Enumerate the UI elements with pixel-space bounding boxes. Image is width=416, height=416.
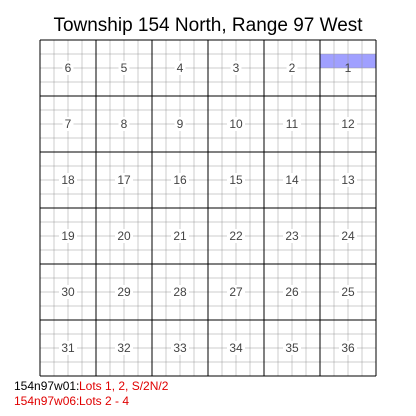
- section-label: 10: [229, 117, 243, 131]
- section-label: 7: [65, 117, 72, 131]
- section-label-bg: [283, 117, 301, 131]
- section-label: 20: [117, 229, 131, 243]
- section-label-bg: [339, 117, 357, 131]
- section-label-bg: [283, 341, 301, 355]
- section-label-bg: [283, 229, 301, 243]
- note-key: 154n97w01:: [14, 379, 80, 393]
- section-label: 13: [341, 173, 355, 187]
- section-label: 25: [341, 285, 355, 299]
- section-label: 2: [289, 61, 296, 75]
- section-label-bg: [115, 173, 133, 187]
- section-label: 6: [65, 61, 72, 75]
- section-label: 24: [341, 229, 355, 243]
- section-label-bg: [339, 285, 357, 299]
- section-label-bg: [174, 117, 186, 131]
- section-label-bg: [227, 285, 245, 299]
- section-label-bg: [339, 173, 357, 187]
- section-label-bg: [171, 285, 189, 299]
- section-label: 12: [341, 117, 355, 131]
- section-label: 36: [341, 341, 355, 355]
- section-label: 28: [173, 285, 187, 299]
- section-label: 22: [229, 229, 243, 243]
- section-label-bg: [115, 285, 133, 299]
- section-label: 35: [285, 341, 299, 355]
- section-label: 3: [233, 61, 240, 75]
- section-label: 27: [229, 285, 243, 299]
- section-label-bg: [59, 173, 77, 187]
- section-label: 26: [285, 285, 299, 299]
- section-label-bg: [171, 229, 189, 243]
- section-label-bg: [115, 341, 133, 355]
- section-label: 31: [61, 341, 75, 355]
- section-label: 5: [121, 61, 128, 75]
- section-label: 9: [177, 117, 184, 131]
- section-label: 29: [117, 285, 131, 299]
- section-label-bg: [230, 61, 242, 75]
- section-label: 14: [285, 173, 299, 187]
- section-label: 1: [345, 61, 352, 75]
- section-label-bg: [283, 173, 301, 187]
- section-label-bg: [59, 229, 77, 243]
- note-key: 154n97w06:: [14, 394, 80, 408]
- section-label: 16: [173, 173, 187, 187]
- section-label: 23: [285, 229, 299, 243]
- section-label-bg: [62, 117, 74, 131]
- section-label-bg: [339, 229, 357, 243]
- section-label: 21: [173, 229, 187, 243]
- section-label: 15: [229, 173, 243, 187]
- section-label: 19: [61, 229, 75, 243]
- section-label-bg: [171, 341, 189, 355]
- section-label-bg: [174, 61, 186, 75]
- section-label: 32: [117, 341, 131, 355]
- section-label-bg: [339, 341, 357, 355]
- notes-panel: 154n97w01: Lots 1, 2, S/2N/2 154n97w06: …: [14, 379, 168, 409]
- section-label-bg: [118, 117, 130, 131]
- section-label-bg: [171, 173, 189, 187]
- section-label: 34: [229, 341, 243, 355]
- section-label: 11: [286, 117, 299, 131]
- section-label-bg: [283, 285, 301, 299]
- section-label: 30: [61, 285, 75, 299]
- section-label: 33: [173, 341, 187, 355]
- section-label-bg: [59, 341, 77, 355]
- note-value: Lots 1, 2, S/2N/2: [79, 379, 169, 393]
- section-label-bg: [286, 61, 298, 75]
- section-label: 4: [177, 61, 184, 75]
- section-label: 18: [61, 173, 75, 187]
- section-label-bg: [115, 229, 133, 243]
- note-row: 154n97w01: Lots 1, 2, S/2N/2: [14, 379, 168, 394]
- note-row: 154n97w06: Lots 2 - 4: [14, 394, 168, 409]
- section-label: 17: [117, 173, 131, 187]
- section-lines: [39, 39, 377, 377]
- section-label-bg: [227, 229, 245, 243]
- section-label-bg: [227, 173, 245, 187]
- section-label-bg: [227, 341, 245, 355]
- section-label-bg: [62, 61, 74, 75]
- section-label-bg: [59, 285, 77, 299]
- section-label-bg: [227, 117, 245, 131]
- section-label-bg: [118, 61, 130, 75]
- note-value: Lots 2 - 4: [79, 394, 130, 408]
- map-title: Township 154 North, Range 97 West: [53, 15, 363, 36]
- section-label: 8: [121, 117, 128, 131]
